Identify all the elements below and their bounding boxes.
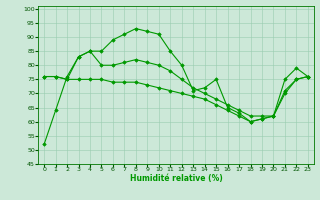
X-axis label: Humidité relative (%): Humidité relative (%) [130, 174, 222, 183]
